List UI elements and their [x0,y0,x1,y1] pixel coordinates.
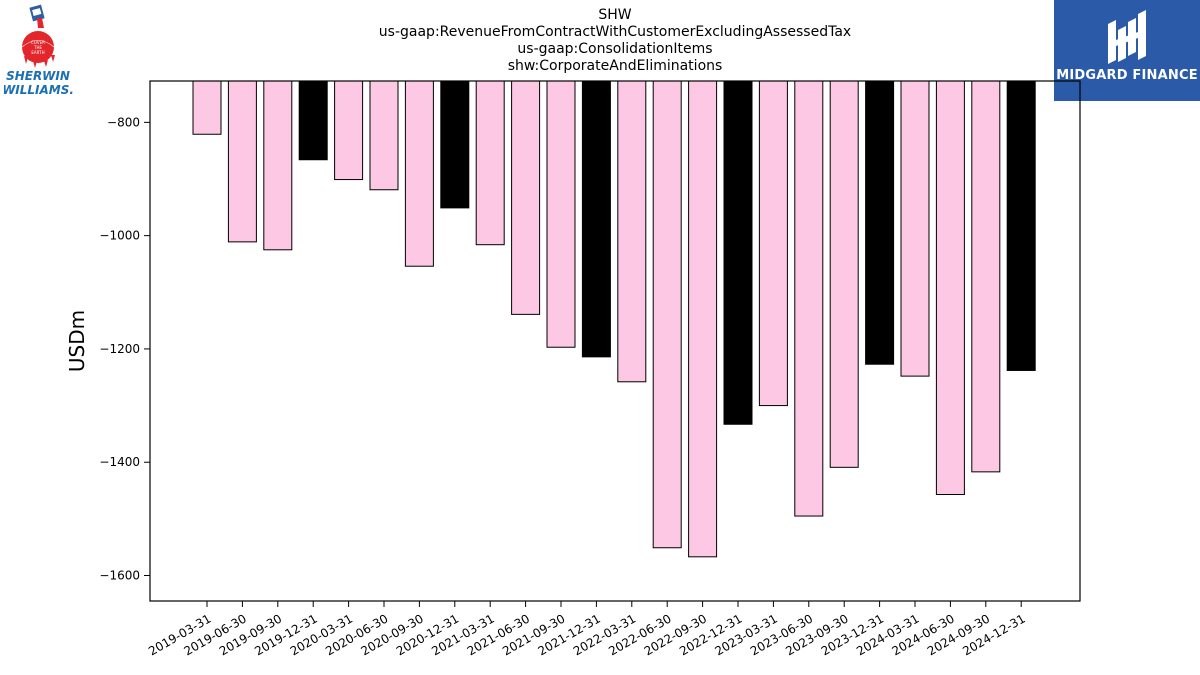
midgard-finance-logo: MIDGARD FINANCE [1054,0,1200,101]
y-tick-label: −1400 [99,455,140,469]
bar-2021-12-31 [581,80,611,358]
bar-2021-09-30 [546,80,576,348]
svg-text:COVER: COVER [31,40,45,45]
midgard-emblem-icon [1108,10,1146,64]
bar-2024-12-31 [1006,80,1036,371]
sherwin-williams-logo: COVER THE EARTH SHERWIN WILLIAMS. [2,4,74,98]
bar-2024-06-30 [935,80,965,496]
chart-title-line: us-gaap:ConsolidationItems [517,41,713,57]
chart-title-line: SHW [598,7,632,23]
bar-2019-06-30 [227,80,257,243]
bar-2020-09-30 [404,80,434,267]
bar-2024-03-31 [900,80,930,377]
y-axis: −800 −1000 −1200 −1400 −1600 [99,115,150,583]
chart-title-line: us-gaap:RevenueFromContractWithCustomerE… [378,24,852,40]
bar-2021-03-31 [475,80,505,246]
bar-2020-03-31 [334,80,364,181]
sherwin-williams-logo-graphic: COVER THE EARTH SHERWIN WILLIAMS. [2,4,74,97]
bar-2022-12-31 [723,80,753,425]
bar-2023-03-31 [758,80,788,407]
bars-group [192,80,1036,558]
bar-2023-06-30 [794,80,824,517]
y-tick-label: −1600 [99,569,140,583]
bar-2020-12-31 [440,80,470,209]
svg-text:THE: THE [33,45,42,50]
y-tick-label: −800 [107,115,140,129]
bar-2020-06-30 [369,80,399,191]
x-axis: 2019-03-312019-06-302019-09-302019-12-31… [146,601,1028,658]
svg-text:EARTH: EARTH [31,50,44,55]
chart-title-line: shw:CorporateAndEliminations [507,58,723,74]
bar-2023-09-30 [829,80,859,468]
bar-2022-06-30 [652,80,682,549]
midgard-finance-wordmark: MIDGARD FINANCE [1056,68,1198,83]
bar-2019-03-31 [192,80,222,135]
bar-2019-09-30 [263,80,293,251]
bar-2019-12-31 [298,80,328,161]
bar-2021-06-30 [511,80,541,315]
bar-2024-09-30 [971,80,1001,473]
svg-text:WILLIAMS.: WILLIAMS. [4,83,74,97]
plot-frame [149,80,1081,602]
y-axis-label: USDm [65,310,89,372]
bar-2022-03-31 [617,80,647,383]
bar-2022-09-30 [688,80,718,558]
y-tick-label: −1200 [99,342,140,356]
y-tick-label: −1000 [99,229,140,243]
svg-text:SHERWIN: SHERWIN [6,69,70,83]
bar-2023-12-31 [865,80,895,365]
